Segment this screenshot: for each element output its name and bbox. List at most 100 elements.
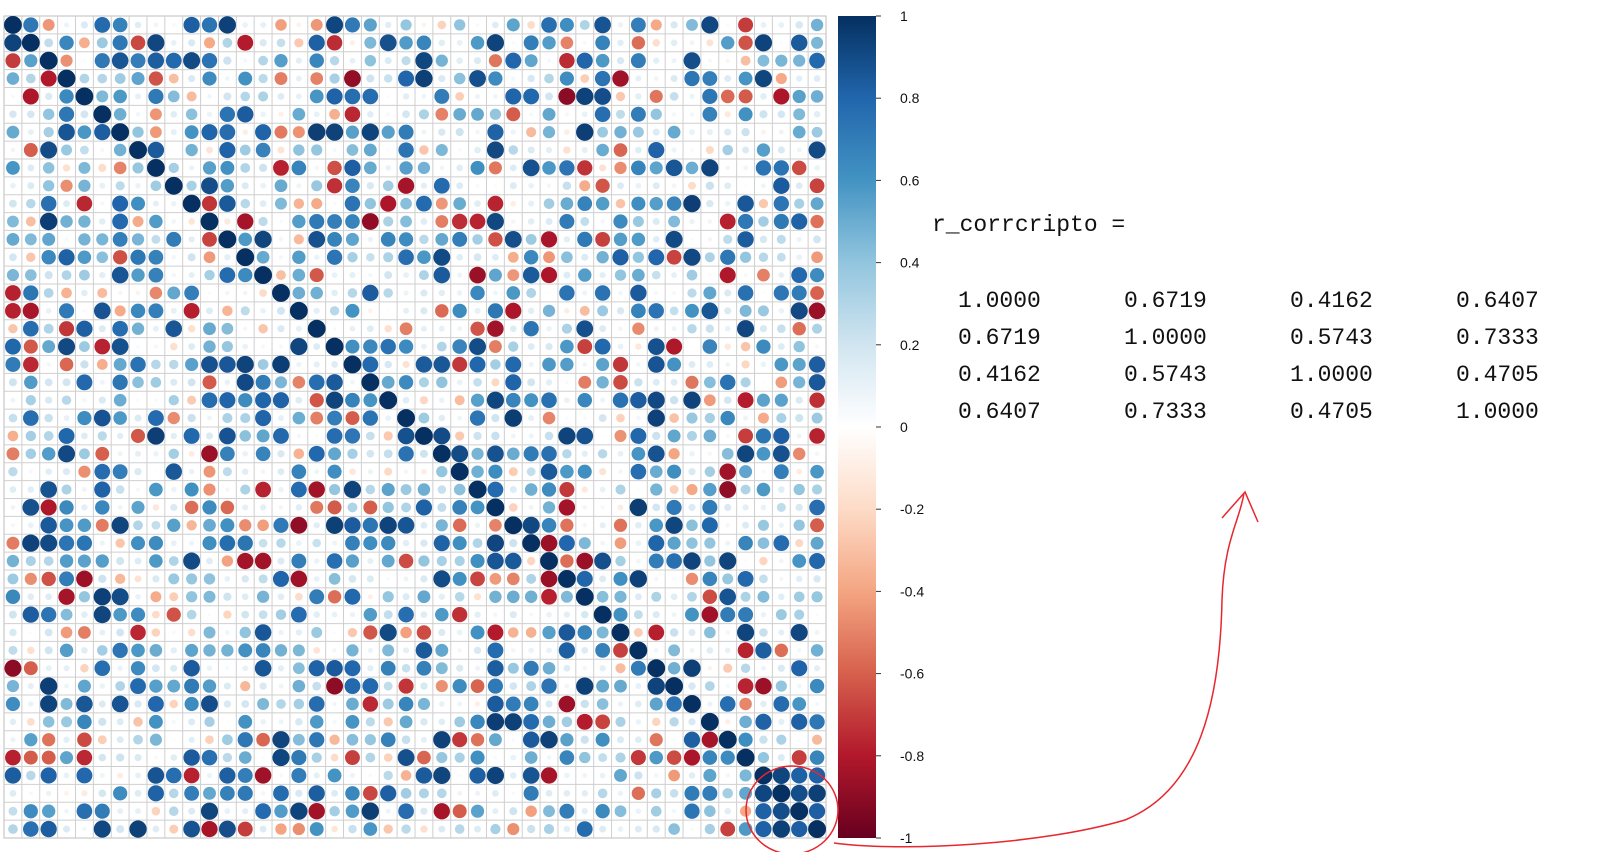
correlation-cell [273, 160, 289, 176]
correlation-cell [813, 235, 822, 244]
correlation-cell [652, 378, 660, 386]
correlation-cell [313, 522, 320, 529]
correlation-cell [187, 324, 196, 333]
correlation-cell [10, 504, 16, 510]
matrix-cell: 0.7333 [1456, 325, 1539, 351]
correlation-cell [9, 789, 17, 797]
correlation-cell [457, 701, 463, 707]
correlation-cell [792, 554, 807, 568]
correlation-cell [649, 465, 663, 479]
correlation-cell [599, 164, 607, 172]
correlation-cell [542, 715, 556, 729]
correlation-cell [81, 647, 88, 654]
correlation-cell [418, 109, 430, 120]
correlation-cell [383, 74, 393, 83]
correlation-cell [131, 233, 145, 246]
colorbar-tick-label: -0.2 [900, 501, 924, 517]
correlation-cell [112, 35, 128, 51]
correlation-cell [474, 701, 481, 707]
correlation-cell [452, 303, 467, 318]
correlation-cell [707, 451, 712, 456]
correlation-cell [349, 272, 356, 279]
correlation-cell [473, 646, 482, 655]
correlation-cell [42, 716, 55, 728]
correlation-cell [60, 54, 73, 67]
correlation-cell [398, 232, 414, 247]
correlation-cell [381, 554, 395, 568]
correlation-cell [690, 237, 694, 241]
correlation-cell [331, 825, 338, 833]
correlation-cell [254, 266, 273, 285]
correlation-cell [6, 269, 19, 282]
correlation-cell [630, 284, 647, 302]
correlation-cell [148, 303, 164, 319]
correlation-cell [98, 789, 107, 798]
correlation-cell [99, 271, 106, 279]
correlation-cell [329, 734, 340, 745]
correlation-cell [469, 213, 486, 230]
correlation-cell [506, 286, 521, 300]
correlation-cell [581, 790, 589, 797]
correlation-cell [632, 251, 645, 263]
correlation-cell [651, 788, 662, 799]
correlation-cell [778, 558, 784, 564]
correlation-cell [738, 71, 753, 86]
correlation-cell [487, 678, 503, 694]
correlation-cell [725, 523, 730, 528]
correlation-cell [63, 665, 70, 672]
correlation-cell [400, 626, 412, 639]
correlation-cell [707, 701, 713, 707]
correlation-cell [345, 339, 360, 354]
correlation-cell [64, 790, 69, 796]
correlation-cell [309, 393, 324, 408]
correlation-cell [78, 179, 91, 192]
correlation-cell [82, 398, 87, 403]
correlation-cell [507, 823, 520, 836]
correlation-cell [272, 284, 290, 302]
correlation-cell [346, 697, 359, 711]
correlation-cell [384, 21, 392, 29]
correlation-cell [545, 342, 553, 351]
correlation-cell [111, 695, 129, 713]
correlation-cell [667, 357, 682, 372]
correlation-cell [346, 644, 359, 657]
correlation-cell [790, 623, 808, 642]
correlation-cell [291, 767, 307, 783]
correlation-cell [44, 413, 53, 423]
correlation-cell [185, 357, 199, 372]
correlation-cell [168, 556, 179, 566]
correlation-cell [382, 698, 394, 710]
correlation-cell [183, 552, 201, 570]
correlation-cell [274, 54, 288, 68]
correlation-cell [599, 575, 607, 583]
correlation-cell [383, 753, 393, 762]
correlation-cell [740, 341, 751, 352]
correlation-cell [528, 200, 535, 207]
correlation-cell [332, 201, 337, 206]
correlation-cell [559, 285, 575, 301]
correlation-cell [630, 660, 646, 676]
correlation-cell [326, 374, 343, 391]
correlation-cell [349, 611, 356, 618]
correlation-cell [795, 182, 803, 190]
correlation-cell [329, 805, 340, 817]
correlation-cell [151, 628, 161, 637]
correlation-cell [759, 735, 768, 744]
correlation-cell [203, 37, 216, 49]
correlation-cell [345, 535, 360, 551]
correlation-cell [725, 684, 730, 689]
correlation-cell [274, 644, 288, 657]
correlation-cell [649, 697, 663, 711]
annotation [745, 490, 1259, 852]
correlation-cell [671, 272, 678, 279]
correlation-cell [420, 682, 428, 690]
correlation-cell [275, 609, 287, 620]
correlation-cell [381, 483, 395, 497]
correlation-cell [456, 629, 463, 636]
correlation-cell [454, 824, 465, 834]
correlation-cell [454, 591, 465, 602]
correlation-cell [347, 252, 358, 263]
correlation-cell [527, 21, 536, 29]
correlation-cell [808, 820, 826, 838]
correlation-cell [762, 380, 765, 384]
